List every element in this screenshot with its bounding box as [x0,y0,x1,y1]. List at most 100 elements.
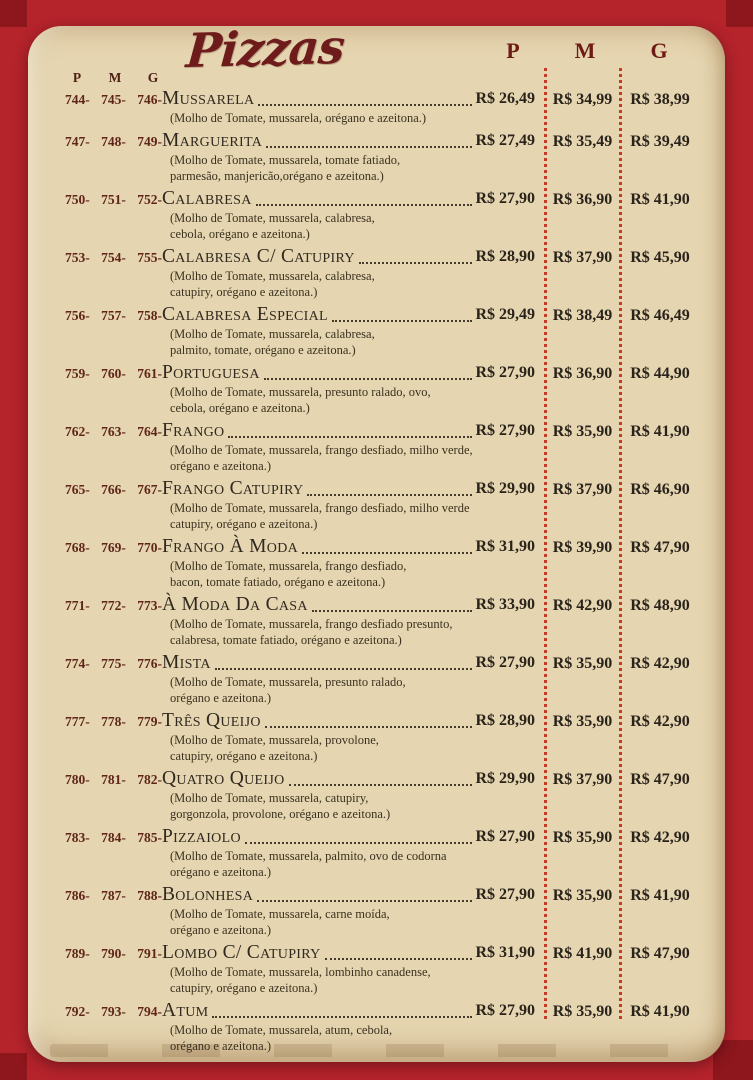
item-body: Mista R$ 27,90 (Molho de Tomate, mussare… [162,652,535,707]
item-price-m: R$ 35,90 [552,886,613,904]
item-body: Frango À Moda R$ 31,90 (Molho de Tomate,… [162,536,535,591]
item-code-g: 776- [137,655,162,671]
item-description-line-1: (Molho de Tomate, mussarela, presunto ra… [170,674,406,689]
item-body: Três Queijo R$ 28,90 (Molho de Tomate, m… [162,710,535,765]
item-code-p: 780- [65,771,90,787]
item-code-g: 758- [137,307,162,323]
item-description-line-2: orégano e azeitona.) [170,864,271,879]
item-body: Bolonhesa R$ 27,90 (Molho de Tomate, mus… [162,884,535,939]
dotted-leader [307,493,473,496]
item-description: (Molho de Tomate, mussarela, palmito, ov… [170,848,535,881]
item-code-m: 787- [101,887,126,903]
item-code-p: 792- [65,1003,90,1019]
item-name-line: Portuguesa R$ 27,90 [162,362,535,384]
item-code-g: 779- [137,713,162,729]
code-header-m: M [108,70,122,85]
item-codes: 792- 793- 794- [65,1000,162,1020]
item-body: Marguerita R$ 27,49 (Molho de Tomate, mu… [162,130,535,185]
item-codes: 762- 763- 764- [65,420,162,440]
item-name: Pizzaiolo [162,825,241,847]
item-name: Marguerita [162,129,263,151]
item-code-g: 788- [137,887,162,903]
item-name: Mista [162,651,211,673]
menu-item-row: 771- 772- 773- À Moda Da Casa R$ 33,90 (… [65,594,700,649]
item-description-line-1: (Molho de Tomate, mussarela, frango desf… [170,500,470,515]
item-price-g: R$ 41,90 [630,886,690,904]
item-name: Frango À Moda [162,535,299,557]
frame-corner-bottom-right [713,1040,753,1080]
item-description: (Molho de Tomate, mussarela, provolone, … [170,732,535,765]
item-description: (Molho de Tomate, mussarela, frango desf… [170,558,535,591]
item-description-line-1: (Molho de Tomate, mussarela, frango desf… [170,616,453,631]
menu-item-row: 759- 760- 761- Portuguesa R$ 27,90 (Molh… [65,362,700,417]
dotted-leader [358,261,473,264]
item-description-line-2: orégano e azeitona.) [170,458,271,473]
menu-item-row: 765- 766- 767- Frango Catupiry R$ 29,90 … [65,478,700,533]
item-price-g: R$ 46,90 [630,480,690,498]
item-description: (Molho de Tomate, mussarela, tomate fati… [170,152,535,185]
item-body: Portuguesa R$ 27,90 (Molho de Tomate, mu… [162,362,535,417]
price-header-m: M [574,38,596,63]
item-name: À Moda Da Casa [162,593,308,615]
item-codes: 747- 748- 749- [65,130,162,150]
dotted-leader [288,783,473,786]
item-price-g: R$ 41,90 [630,422,690,440]
item-name-line: Mista R$ 27,90 [162,652,535,674]
menu-item-row: 750- 751- 752- Calabresa R$ 27,90 (Molho… [65,188,700,243]
item-price-g: R$ 47,90 [630,770,690,788]
item-name-line: Calabresa C/ Catupiry R$ 28,90 [162,246,535,268]
item-codes: 783- 784- 785- [65,826,162,846]
item-code-p: 744- [65,92,90,107]
frame-corner-top-left [0,0,27,27]
item-description-line-2: gorgonzola, provolone, orégano e azeiton… [170,806,391,821]
item-description: (Molho de Tomate, mussarela, presunto ra… [170,384,535,417]
item-name: Atum [162,999,209,1021]
item-name: Frango [162,419,225,441]
item-name-line: Quatro Queijo R$ 29,90 [162,768,535,790]
menu-item-row: 789- 790- 791- Lombo C/ Catupiry R$ 31,9… [65,942,700,997]
item-description: (Molho de Tomate, mussarela, frango desf… [170,500,535,533]
item-description-line-1: (Molho de Tomate, mussarela, palmito, ov… [170,848,447,863]
item-code-m: 793- [101,1003,126,1019]
item-code-m: 763- [101,423,126,439]
item-codes: 759- 760- 761- [65,362,162,382]
dotted-leader [228,435,473,438]
item-description: (Molho de Tomate, mussarela, orégano e a… [170,110,535,126]
item-price-p: R$ 27,90 [475,885,535,903]
item-codes: 765- 766- 767- [65,478,162,498]
menu-item-row: 762- 763- 764- Frango R$ 27,90 (Molho de… [65,420,700,475]
item-name-line: Lombo C/ Catupiry R$ 31,90 [162,942,535,964]
item-price-p: R$ 26,49 [475,90,535,107]
dotted-leader [311,609,473,612]
item-code-g: 785- [137,829,162,845]
item-price-m: R$ 35,90 [552,422,613,440]
item-code-p: 756- [65,307,90,323]
dotted-leader [264,725,473,728]
price-divider-line-1 [544,68,547,1020]
item-code-m: 772- [101,597,126,613]
item-codes: 750- 751- 752- [65,188,162,208]
item-code-m: 784- [101,829,126,845]
item-price-m: R$ 36,90 [552,364,613,382]
item-price-g: R$ 42,90 [630,712,690,730]
item-price-p: R$ 33,90 [475,595,535,613]
dotted-leader [258,104,473,106]
item-description-line-2: cebola, orégano e azeitona.) [170,400,310,415]
item-codes: 744- 745- 746- [65,88,162,108]
item-price-p: R$ 28,90 [475,247,535,265]
item-name: Mussarela [162,88,255,109]
item-body: Lombo C/ Catupiry R$ 31,90 (Molho de Tom… [162,942,535,997]
item-description-line-2: parmesão, manjericão,orégano e azeitona.… [170,168,384,183]
menu-item-row: 753- 754- 755- Calabresa C/ Catupiry R$ … [65,246,700,301]
item-description-line-1: (Molho de Tomate, mussarela, presunto ra… [170,384,431,399]
item-price-m: R$ 35,90 [552,1002,613,1020]
item-price-p: R$ 29,90 [475,769,535,787]
item-description: (Molho de Tomate, mussarela, lombinho ca… [170,964,535,997]
item-name: Calabresa [162,187,252,209]
item-code-m: 790- [101,945,126,961]
bottom-decor-strip [50,1044,703,1057]
item-price-g: R$ 47,90 [630,538,690,556]
item-description-line-2: catupiry, orégano e azeitona.) [170,980,318,995]
item-price-g: R$ 45,90 [630,248,690,266]
